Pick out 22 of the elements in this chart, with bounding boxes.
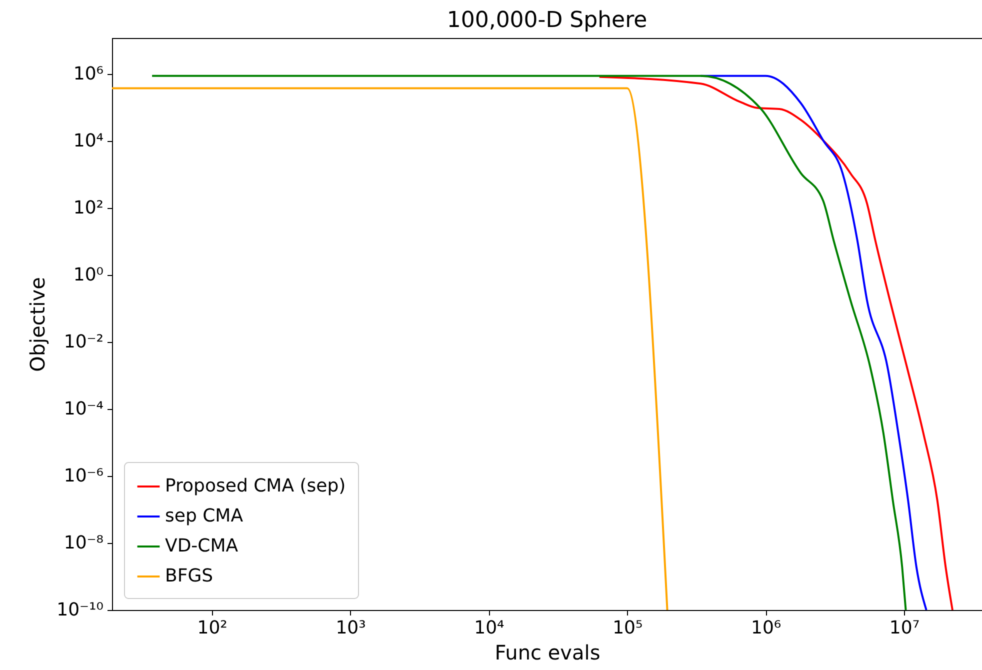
x-tick-label: 10⁴ <box>474 618 504 638</box>
y-axis-title: Objective <box>26 277 50 372</box>
x-tick-label: 10⁵ <box>612 618 643 638</box>
x-tick-label: 10⁷ <box>889 618 920 638</box>
legend-label: Proposed CMA (sep) <box>165 476 346 496</box>
y-tick-label: 10⁻¹⁰ <box>56 600 104 620</box>
x-tick-label: 10⁶ <box>751 618 782 638</box>
y-tick-label: 10² <box>73 198 104 219</box>
chart-title: 100,000-D Sphere <box>446 8 648 33</box>
y-tick-label: 10⁻⁴ <box>64 398 104 420</box>
x-tick-label: 10² <box>197 618 228 638</box>
x-tick-label: 10³ <box>336 618 366 638</box>
legend-label: sep CMA <box>165 506 244 526</box>
y-tick-label: 10⁻⁸ <box>64 532 104 554</box>
y-tick-label: 10⁴ <box>73 130 104 152</box>
y-tick-label: 10⁰ <box>73 264 104 286</box>
legend-label: BFGS <box>165 566 214 586</box>
y-tick-label: 10⁻⁶ <box>64 466 104 487</box>
x-axis-title: Func evals <box>494 640 600 664</box>
y-tick-label: 10⁻² <box>64 332 104 353</box>
legend-label: VD-CMA <box>165 536 239 556</box>
y-tick-label: 10⁶ <box>73 64 104 85</box>
